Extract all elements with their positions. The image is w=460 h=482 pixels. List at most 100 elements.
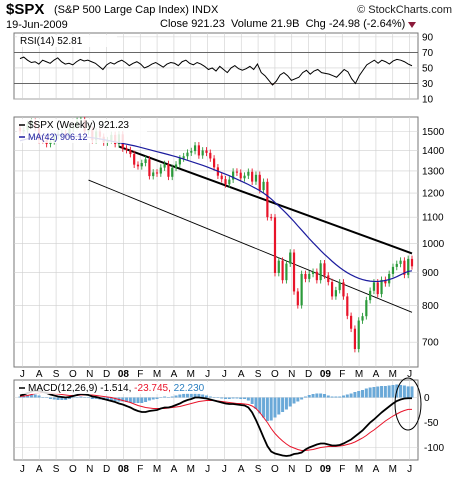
- candle-body: [205, 150, 208, 153]
- price-x-tick-label: M: [187, 369, 195, 380]
- macd-histogram-bar: [345, 394, 349, 398]
- macd-histogram-bar: [311, 394, 315, 398]
- macd-histogram-bar: [29, 394, 33, 398]
- price-x-tick-label: A: [373, 369, 380, 380]
- price-legend-bg: [17, 119, 147, 143]
- rsi-line: [19, 56, 413, 86]
- macd-histogram-bar: [45, 397, 49, 398]
- candle-body: [342, 282, 345, 297]
- candle-body: [410, 258, 414, 267]
- candle-body: [201, 150, 204, 156]
- candle-body: [372, 282, 376, 291]
- macd-histogram-bar: [56, 397, 60, 400]
- macd-histogram-bar: [361, 390, 365, 398]
- macd-histogram-bar: [300, 397, 304, 400]
- macd-histogram-bar: [204, 395, 208, 398]
- candle-body: [285, 263, 288, 281]
- volume-value: 21.9B: [270, 18, 300, 30]
- macd-x-tick-label: A: [238, 464, 245, 475]
- candle-body: [155, 172, 159, 174]
- macd-histogram-bar: [113, 397, 117, 401]
- macd-x-tick-label: 09: [320, 464, 332, 475]
- macd-histogram-bar: [212, 397, 216, 398]
- candle-body: [140, 162, 143, 167]
- macd-histogram-bar: [265, 397, 269, 421]
- macd-histogram-bar: [48, 397, 52, 399]
- macd-histogram-bar: [262, 397, 266, 418]
- price-x-tick-label: M: [153, 369, 161, 380]
- macd-histogram-bar: [106, 397, 110, 401]
- candle-body: [182, 156, 185, 159]
- price-y-tick-label: 1200: [422, 189, 445, 200]
- rsi-y-tick-label: 30: [422, 79, 434, 90]
- candle-body: [384, 279, 387, 284]
- candle-body: [125, 148, 128, 151]
- macd-histogram-bar: [193, 392, 197, 398]
- macd-histogram-bar: [18, 396, 22, 398]
- candle-body: [365, 300, 368, 317]
- candle-body: [327, 275, 330, 283]
- candle-body: [243, 175, 246, 179]
- macd-histogram-bar: [399, 385, 403, 398]
- macd-histogram-bar: [288, 397, 292, 407]
- macd-line: [19, 389, 412, 457]
- macd-histogram-bar: [376, 386, 380, 398]
- price-x-tick-label: J: [222, 369, 227, 380]
- macd-x-tick-label: D: [305, 464, 312, 475]
- candle-body: [281, 260, 284, 281]
- macd-histogram-bar: [71, 397, 75, 398]
- macd-histogram-bar: [235, 397, 239, 399]
- macd-histogram-bar: [353, 392, 357, 398]
- macd-histogram-bar: [136, 397, 140, 403]
- macd-histogram-bar: [227, 397, 231, 399]
- candle-body: [357, 320, 360, 350]
- candle-body: [403, 260, 406, 275]
- down-arrow-icon: [408, 21, 417, 28]
- macd-histogram-bar: [338, 396, 342, 398]
- price-x-tick-label: N: [86, 369, 93, 380]
- candle-body: [209, 152, 212, 159]
- macd-histogram-bar: [402, 385, 406, 398]
- macd-histogram-bar: [41, 397, 45, 398]
- macd-histogram-bar: [224, 397, 228, 399]
- candle-body: [361, 316, 364, 321]
- candle-body: [163, 164, 166, 168]
- candle-body: [353, 328, 357, 350]
- candle-body: [338, 282, 341, 291]
- macd-x-tick-label: M: [355, 464, 363, 475]
- candle-body: [289, 252, 292, 264]
- macd-x-tick-label: N: [86, 464, 93, 475]
- macd-x-tick-label: 08: [118, 464, 130, 475]
- candle-body: [133, 154, 136, 165]
- macd-y-tick-label: -50: [424, 418, 439, 429]
- candle-body: [350, 315, 353, 329]
- candle-body: [254, 174, 258, 182]
- candle-body: [308, 273, 311, 279]
- price-x-tick-label: J: [407, 369, 412, 380]
- macd-histogram-bar: [87, 397, 91, 398]
- macd-x-tick-label: S: [255, 464, 262, 475]
- macd-histogram-bar: [94, 397, 98, 399]
- macd-y-tick-label: -100: [424, 443, 444, 454]
- macd-annotation-circle: [394, 377, 422, 431]
- macd-histogram-bar: [125, 397, 129, 402]
- macd-histogram-bar: [155, 397, 159, 399]
- candle-body: [334, 290, 337, 297]
- price-y-tick-label: 700: [422, 338, 439, 349]
- brand-label[interactable]: © StockCharts.com: [357, 4, 452, 16]
- candle-body: [304, 273, 307, 279]
- price-y-tick-label: 1100: [422, 213, 444, 224]
- macd-histogram-bar: [33, 394, 37, 398]
- macd-histogram-bar: [307, 395, 311, 398]
- price-x-tick-label: O: [271, 369, 279, 380]
- macd-histogram-bar: [391, 385, 395, 398]
- macd-histogram-bar: [159, 397, 163, 398]
- ma-label: MA(42) 906.12: [28, 132, 88, 142]
- candle-body: [369, 290, 372, 301]
- macd-histogram-bar: [368, 387, 372, 398]
- price-x-tick-label: A: [171, 369, 178, 380]
- macd-histogram-bar: [75, 397, 79, 398]
- macd-histogram-bar: [406, 386, 410, 398]
- macd-histogram-bar: [380, 386, 384, 398]
- candle-body: [296, 291, 299, 306]
